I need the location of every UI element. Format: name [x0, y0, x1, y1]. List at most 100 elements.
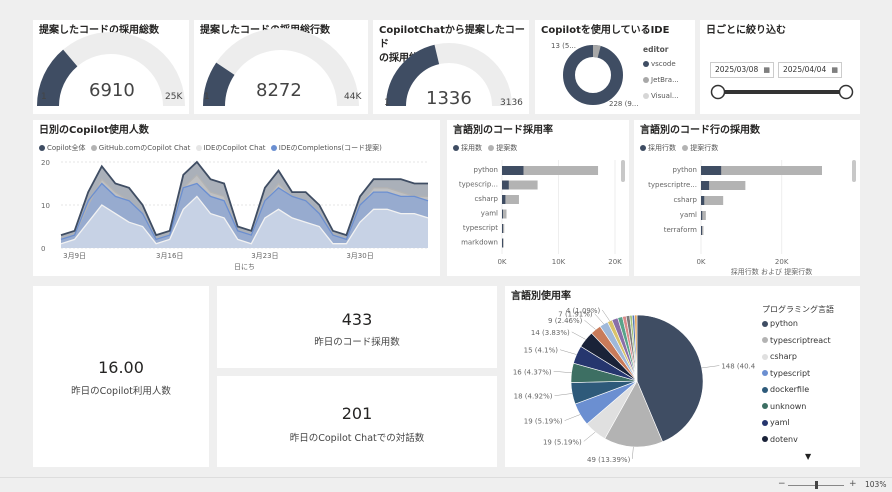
legend-item[interactable]: Copilot全体 — [39, 144, 86, 152]
donut-ring — [563, 45, 623, 105]
y-tick-label: yaml — [680, 211, 697, 219]
legend-item[interactable]: 採用数 — [453, 144, 482, 152]
calendar-icon[interactable]: ▦ — [763, 66, 770, 74]
start-date-text: 2025/03/08 — [715, 65, 759, 74]
zoom-slider-thumb[interactable] — [815, 481, 818, 489]
status-bar: − + 103% — [0, 477, 892, 492]
daily-users-card[interactable]: 日別のCopilot使用人数 Copilot全体 GitHub.comのCopi… — [33, 120, 440, 276]
bar-adopted — [502, 166, 524, 175]
gauge-card-adoption-total[interactable]: 提案したコードの採用総数 6910 1 25K — [33, 20, 189, 114]
legend-dot — [762, 436, 768, 442]
y-tick-label: python — [673, 166, 698, 174]
pie-data-label: 49 (13.39%) — [587, 456, 631, 464]
legend-item-typescript[interactable]: typescript — [762, 369, 810, 378]
x-tick-label: 10K — [552, 258, 566, 266]
bar-proposed — [502, 166, 599, 175]
legend-dot — [640, 145, 646, 151]
x-tick-label: 0K — [696, 258, 705, 266]
legend-label: IDEのCompletions(コード提案) — [278, 144, 382, 152]
line-series-2 — [60, 195, 429, 245]
chart-legend: Copilot全体 GitHub.comのCopilot Chat IDEのCo… — [39, 143, 382, 153]
chart-legend: 採用行数 提案行数 — [640, 143, 718, 153]
legend-label: Copilot全体 — [47, 144, 86, 152]
bar-adopted — [502, 180, 509, 190]
gauge-card-chat-adoption[interactable]: CopilotChatから提案したコード の採用総数 1336 1 3136 — [373, 20, 529, 114]
pie-data-label: 19 (5.19%) — [524, 418, 563, 426]
scrollbar[interactable] — [621, 160, 625, 182]
kpi-label: 昨日のCopilot Chatでの対話数 — [289, 433, 425, 444]
pie-data-label: 4 (1.09%) — [566, 307, 601, 315]
end-date-text: 2025/04/04 — [783, 65, 827, 74]
ide-usage-card[interactable]: Copilotを使用しているIDE 13 (5... 228 (9... edi… — [535, 20, 695, 114]
x-tick-label: 3月30日 — [346, 252, 373, 260]
legend-label: dockerfile — [770, 385, 810, 394]
lang-usage-card[interactable]: 言語別使用率 148 (40.44%) 49 (13.39%) 19 (5.19%)… — [505, 286, 860, 467]
legend-dot — [270, 145, 277, 151]
zoom-out-button[interactable]: − — [778, 479, 786, 489]
kpi-chat-count-card[interactable]: 201 昨日のCopilot Chatでの対話数 — [217, 376, 497, 467]
bar-chart: 0K 20K python typescriptre... csharp yaml terr… — [648, 160, 822, 276]
bar-proposed — [701, 166, 822, 175]
date-range-slider[interactable] — [700, 80, 860, 110]
legend-item-python[interactable]: python — [762, 319, 798, 328]
bar-adopted — [701, 166, 722, 175]
pie-leader-line — [584, 319, 596, 330]
kpi-label: 昨日のCopilot利用人数 — [71, 386, 171, 397]
legend-label: typescriptreact — [770, 335, 831, 345]
legend-item[interactable]: IDEのCopilot Chat — [195, 144, 266, 152]
gauge-card-adoption-lines[interactable]: 提案したコードの採用総行数 8272 1 44K — [194, 20, 368, 114]
legend-item[interactable]: 提案数 — [488, 144, 517, 152]
legend-dot — [762, 370, 768, 376]
legend-dot — [90, 145, 97, 151]
x-axis-title: 採用行数 および 提案行数 — [731, 267, 812, 276]
legend-item-typescriptreact[interactable]: typescriptreact — [762, 336, 831, 345]
legend-item-visual[interactable]: Visual... — [643, 92, 679, 100]
pie-leader-line — [602, 309, 610, 322]
pie-data-label: 7 (1.91%) — [558, 311, 593, 319]
legend-item[interactable]: 採用行数 — [640, 144, 676, 152]
kpi-code-adoptions-card[interactable]: 433 昨日のコード採用数 — [217, 286, 497, 368]
card-title: 言語別のコード行の採用数 — [640, 125, 760, 136]
legend-label: 提案数 — [496, 144, 518, 152]
triangle-down-icon[interactable]: ▼ — [805, 452, 812, 461]
pie-data-label: 148 (40.44%) — [721, 363, 755, 371]
legend-item[interactable]: GitHub.comのCopilot Chat — [90, 144, 190, 152]
legend-label: IDEのCopilot Chat — [203, 144, 266, 152]
legend-item-jetbrains[interactable]: JetBra... — [643, 76, 679, 84]
legend-item[interactable]: 提案行数 — [682, 144, 718, 152]
pie-chart: 148 (40.44%) 49 (13.39%) 19 (5.19%) 19 (5.1… — [513, 307, 755, 464]
pie-leader-line — [632, 446, 634, 459]
bar-adopted — [701, 211, 703, 220]
slider-handle-start — [710, 84, 726, 100]
y-tick-label: yaml — [481, 210, 498, 218]
y-tick-label: csharp — [474, 195, 498, 203]
legend-label: typescript — [770, 368, 811, 378]
end-date-input[interactable]: 2025/04/04 ▦ — [778, 62, 842, 78]
legend-item-dotenv[interactable]: dotenv — [762, 435, 798, 444]
lang-adoption-card[interactable]: 言語別のコード採用率 採用数 提案数 0K 10K 20K python typescr… — [447, 120, 629, 276]
card-title: Copilotを使用しているIDE — [541, 25, 670, 36]
legend-more-button[interactable]: ▼ — [805, 452, 811, 461]
legend-item[interactable]: IDEのCompletions(コード提案) — [270, 144, 382, 152]
legend-item-dockerfile[interactable]: dockerfile — [762, 385, 809, 394]
start-date-input[interactable]: 2025/03/08 ▦ — [710, 62, 774, 78]
legend-item-csharp[interactable]: csharp — [762, 352, 797, 361]
calendar-icon[interactable]: ▦ — [831, 66, 838, 74]
legend-label: JetBra... — [651, 76, 679, 84]
zoom-level: 103% — [865, 480, 887, 489]
kpi-copilot-users-card[interactable]: 16.00 昨日のCopilot利用人数 — [33, 286, 209, 467]
lang-lines-card[interactable]: 言語別のコード行の採用数 採用行数 提案行数 0K 20K python typesc… — [634, 120, 860, 276]
pie-leader-line — [583, 431, 596, 442]
bar-proposed — [502, 224, 505, 233]
zoom-in-button[interactable]: + — [849, 479, 857, 489]
bar-proposed — [701, 226, 704, 235]
pie-slice — [636, 314, 704, 443]
card-title-line1: CopilotChatから提案したコード — [379, 25, 525, 50]
legend-label: vscode — [651, 60, 676, 68]
legend-dot — [682, 145, 689, 151]
legend-item-yaml[interactable]: yaml — [762, 418, 790, 427]
legend-dot — [453, 145, 459, 151]
legend-item-vscode[interactable]: vscode — [643, 60, 676, 68]
scrollbar[interactable] — [852, 160, 856, 182]
legend-item-unknown[interactable]: unknown — [762, 402, 806, 411]
